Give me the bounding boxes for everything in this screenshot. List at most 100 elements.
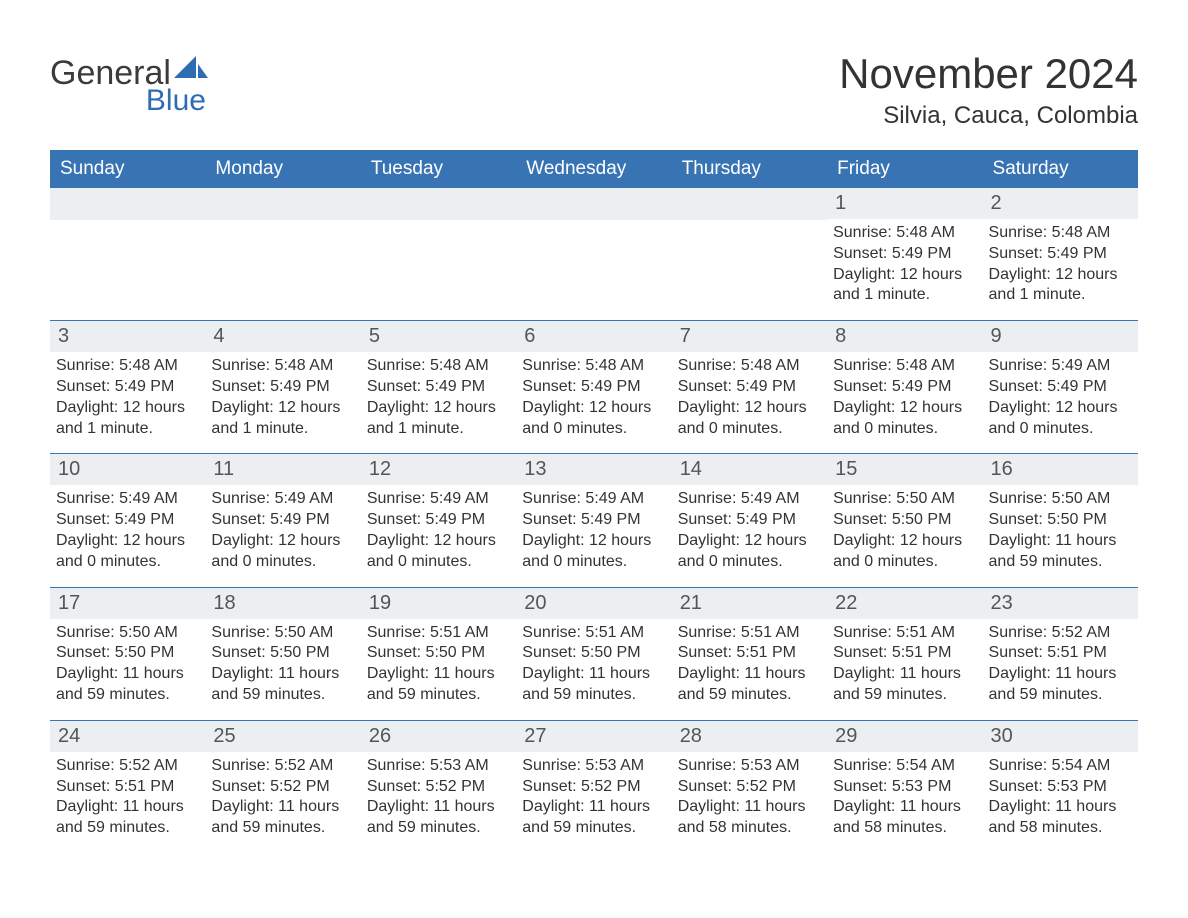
- day-cell: [50, 188, 205, 306]
- day-details: Sunrise: 5:52 AMSunset: 5:52 PMDaylight:…: [205, 752, 360, 839]
- day-cell: 12Sunrise: 5:49 AMSunset: 5:49 PMDayligh…: [361, 454, 516, 572]
- day-number: 18: [205, 588, 360, 619]
- daylight-line: Daylight: 11 hours and 59 minutes.: [56, 797, 199, 839]
- daylight-line: Daylight: 11 hours and 58 minutes.: [678, 797, 821, 839]
- sunrise-line: Sunrise: 5:51 AM: [367, 623, 510, 644]
- day-details: Sunrise: 5:53 AMSunset: 5:52 PMDaylight:…: [516, 752, 671, 839]
- day-details: Sunrise: 5:51 AMSunset: 5:50 PMDaylight:…: [516, 619, 671, 706]
- day-details: Sunrise: 5:48 AMSunset: 5:49 PMDaylight:…: [50, 352, 205, 439]
- month-title: November 2024: [839, 50, 1138, 98]
- daylight-line: Daylight: 11 hours and 58 minutes.: [989, 797, 1132, 839]
- week-row: 10Sunrise: 5:49 AMSunset: 5:49 PMDayligh…: [50, 453, 1138, 572]
- day-details: Sunrise: 5:50 AMSunset: 5:50 PMDaylight:…: [827, 485, 982, 572]
- sunrise-line: Sunrise: 5:54 AM: [833, 756, 976, 777]
- day-number: 4: [205, 321, 360, 352]
- sunrise-line: Sunrise: 5:53 AM: [522, 756, 665, 777]
- day-details: Sunrise: 5:48 AMSunset: 5:49 PMDaylight:…: [827, 219, 982, 306]
- sunset-line: Sunset: 5:50 PM: [833, 510, 976, 531]
- sunrise-line: Sunrise: 5:48 AM: [211, 356, 354, 377]
- day-cell: 22Sunrise: 5:51 AMSunset: 5:51 PMDayligh…: [827, 588, 982, 706]
- weeks-container: 1Sunrise: 5:48 AMSunset: 5:49 PMDaylight…: [50, 188, 1138, 839]
- day-cell: 29Sunrise: 5:54 AMSunset: 5:53 PMDayligh…: [827, 721, 982, 839]
- day-number: 12: [361, 454, 516, 485]
- day-cell: 19Sunrise: 5:51 AMSunset: 5:50 PMDayligh…: [361, 588, 516, 706]
- sunset-line: Sunset: 5:52 PM: [522, 777, 665, 798]
- day-details: Sunrise: 5:48 AMSunset: 5:49 PMDaylight:…: [827, 352, 982, 439]
- daylight-line: Daylight: 11 hours and 59 minutes.: [678, 664, 821, 706]
- location-subtitle: Silvia, Cauca, Colombia: [839, 102, 1138, 130]
- day-number: 25: [205, 721, 360, 752]
- daylight-line: Daylight: 12 hours and 1 minute.: [211, 398, 354, 440]
- day-details: Sunrise: 5:54 AMSunset: 5:53 PMDaylight:…: [827, 752, 982, 839]
- day-cell: 1Sunrise: 5:48 AMSunset: 5:49 PMDaylight…: [827, 188, 982, 306]
- daylight-line: Daylight: 12 hours and 1 minute.: [989, 265, 1132, 307]
- day-number: 1: [827, 188, 982, 219]
- day-cell: [361, 188, 516, 306]
- day-number: 15: [827, 454, 982, 485]
- daylight-line: Daylight: 12 hours and 1 minute.: [833, 265, 976, 307]
- day-details: Sunrise: 5:48 AMSunset: 5:49 PMDaylight:…: [516, 352, 671, 439]
- day-cell: [205, 188, 360, 306]
- day-cell: 20Sunrise: 5:51 AMSunset: 5:50 PMDayligh…: [516, 588, 671, 706]
- day-number: 11: [205, 454, 360, 485]
- day-number: 2: [983, 188, 1138, 219]
- sunrise-line: Sunrise: 5:49 AM: [522, 489, 665, 510]
- sunrise-line: Sunrise: 5:51 AM: [678, 623, 821, 644]
- day-cell: 6Sunrise: 5:48 AMSunset: 5:49 PMDaylight…: [516, 321, 671, 439]
- daylight-line: Daylight: 12 hours and 0 minutes.: [56, 531, 199, 573]
- day-details: Sunrise: 5:48 AMSunset: 5:49 PMDaylight:…: [983, 219, 1138, 306]
- day-number: 8: [827, 321, 982, 352]
- day-number: 20: [516, 588, 671, 619]
- day-cell: [672, 188, 827, 306]
- day-cell: 25Sunrise: 5:52 AMSunset: 5:52 PMDayligh…: [205, 721, 360, 839]
- day-number: 7: [672, 321, 827, 352]
- sunset-line: Sunset: 5:49 PM: [522, 510, 665, 531]
- sunrise-line: Sunrise: 5:53 AM: [367, 756, 510, 777]
- day-number: [672, 188, 827, 220]
- sunrise-line: Sunrise: 5:51 AM: [833, 623, 976, 644]
- day-details: Sunrise: 5:49 AMSunset: 5:49 PMDaylight:…: [361, 485, 516, 572]
- day-details: Sunrise: 5:49 AMSunset: 5:49 PMDaylight:…: [50, 485, 205, 572]
- day-number: 14: [672, 454, 827, 485]
- sunrise-line: Sunrise: 5:52 AM: [211, 756, 354, 777]
- day-number: 16: [983, 454, 1138, 485]
- week-row: 17Sunrise: 5:50 AMSunset: 5:50 PMDayligh…: [50, 587, 1138, 706]
- daylight-line: Daylight: 11 hours and 58 minutes.: [833, 797, 976, 839]
- sunrise-line: Sunrise: 5:49 AM: [989, 356, 1132, 377]
- day-details: Sunrise: 5:50 AMSunset: 5:50 PMDaylight:…: [983, 485, 1138, 572]
- daylight-line: Daylight: 12 hours and 1 minute.: [367, 398, 510, 440]
- sunrise-line: Sunrise: 5:54 AM: [989, 756, 1132, 777]
- sunset-line: Sunset: 5:49 PM: [833, 377, 976, 398]
- day-number: 30: [983, 721, 1138, 752]
- day-cell: 27Sunrise: 5:53 AMSunset: 5:52 PMDayligh…: [516, 721, 671, 839]
- brand-logo: General Blue: [50, 50, 208, 116]
- day-cell: 21Sunrise: 5:51 AMSunset: 5:51 PMDayligh…: [672, 588, 827, 706]
- day-of-week-header: SundayMondayTuesdayWednesdayThursdayFrid…: [50, 150, 1138, 188]
- day-cell: 2Sunrise: 5:48 AMSunset: 5:49 PMDaylight…: [983, 188, 1138, 306]
- week-row: 3Sunrise: 5:48 AMSunset: 5:49 PMDaylight…: [50, 320, 1138, 439]
- day-details: Sunrise: 5:51 AMSunset: 5:50 PMDaylight:…: [361, 619, 516, 706]
- daylight-line: Daylight: 11 hours and 59 minutes.: [989, 664, 1132, 706]
- sunset-line: Sunset: 5:50 PM: [989, 510, 1132, 531]
- day-cell: 4 Sunrise: 5:48 AMSunset: 5:49 PMDaylight…: [205, 321, 360, 439]
- day-details: Sunrise: 5:54 AMSunset: 5:53 PMDaylight:…: [983, 752, 1138, 839]
- sunset-line: Sunset: 5:49 PM: [211, 377, 354, 398]
- daylight-line: Daylight: 12 hours and 0 minutes.: [522, 531, 665, 573]
- sunrise-line: Sunrise: 5:48 AM: [833, 356, 976, 377]
- daylight-line: Daylight: 12 hours and 0 minutes.: [678, 531, 821, 573]
- daylight-line: Daylight: 11 hours and 59 minutes.: [367, 797, 510, 839]
- day-number: 6: [516, 321, 671, 352]
- daylight-line: Daylight: 12 hours and 0 minutes.: [211, 531, 354, 573]
- day-details: Sunrise: 5:49 AMSunset: 5:49 PMDaylight:…: [672, 485, 827, 572]
- day-cell: 11Sunrise: 5:49 AMSunset: 5:49 PMDayligh…: [205, 454, 360, 572]
- calendar-page: General Blue November 2024 Silvia, Cauca…: [0, 0, 1188, 879]
- day-cell: 17Sunrise: 5:50 AMSunset: 5:50 PMDayligh…: [50, 588, 205, 706]
- day-cell: 9Sunrise: 5:49 AMSunset: 5:49 PMDaylight…: [983, 321, 1138, 439]
- day-number: 23: [983, 588, 1138, 619]
- day-cell: 18Sunrise: 5:50 AMSunset: 5:50 PMDayligh…: [205, 588, 360, 706]
- day-number: 3: [50, 321, 205, 352]
- day-details: Sunrise: 5:49 AMSunset: 5:49 PMDaylight:…: [983, 352, 1138, 439]
- week-row: 24Sunrise: 5:52 AMSunset: 5:51 PMDayligh…: [50, 720, 1138, 839]
- week-row: 1Sunrise: 5:48 AMSunset: 5:49 PMDaylight…: [50, 188, 1138, 306]
- day-cell: 23Sunrise: 5:52 AMSunset: 5:51 PMDayligh…: [983, 588, 1138, 706]
